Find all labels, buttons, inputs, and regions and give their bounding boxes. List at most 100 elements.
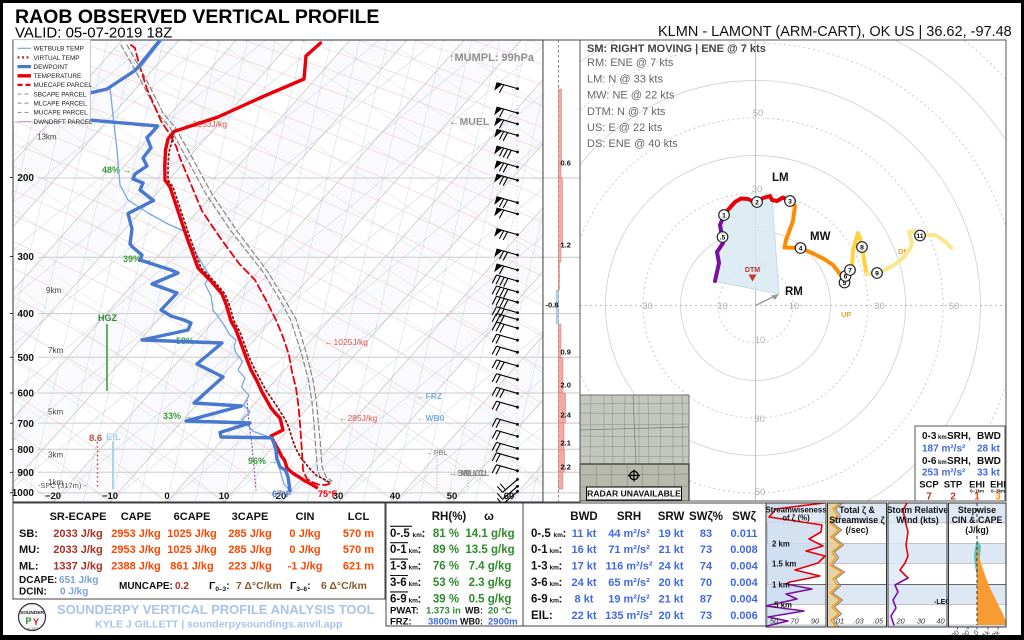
svg-text:Wind (kts): Wind (kts) [896, 515, 939, 525]
svg-text:MW: NE @ 22 kts: MW: NE @ 22 kts [587, 90, 675, 102]
svg-text:0.5 g/kg: 0.5 g/kg [469, 593, 512, 605]
svg-text:(/sec): (/sec) [846, 525, 869, 535]
svg-text:50: 50 [949, 301, 960, 312]
svg-text:ML:: ML: [19, 561, 39, 573]
svg-text:0.004: 0.004 [730, 561, 758, 573]
svg-text:28 kt: 28 kt [977, 444, 1000, 455]
svg-text:of ζ (%): of ζ (%) [782, 514, 810, 523]
svg-text:285 J/kg: 285 J/kg [228, 544, 271, 556]
svg-text:1000: 1000 [12, 488, 35, 499]
svg-text:1025 J/kg: 1025 J/kg [167, 528, 217, 540]
svg-text:-1 J/kg: -1 J/kg [288, 561, 323, 573]
svg-text:187 m²/s²: 187 m²/s² [922, 444, 966, 455]
svg-text:−20: −20 [45, 491, 61, 502]
svg-text:SB:: SB: [19, 528, 38, 540]
svg-text:-SFC (317m) -: -SFC (317m) - [38, 481, 86, 490]
svg-text:Y: Y [33, 617, 39, 627]
svg-text:24 kt: 24 kt [658, 561, 683, 573]
svg-text:13.5 g/kg: 13.5 g/kg [465, 544, 514, 556]
svg-text:8: 8 [860, 244, 864, 251]
svg-text:76 %: 76 % [433, 561, 459, 573]
svg-text:21 kt: 21 kt [658, 544, 683, 556]
svg-text:←MLLCL: ←MLLCL [452, 468, 489, 478]
svg-text:1-3: 1-3 [390, 561, 407, 573]
svg-text:SRH,: SRH, [947, 431, 971, 442]
svg-text:1k: 1k [981, 629, 991, 639]
svg-text:←PBL: ←PBL [427, 450, 447, 457]
svg-text:MUNCAPE:: MUNCAPE: [119, 581, 173, 592]
svg-text:6: 6 [844, 273, 848, 280]
svg-text:DEWPOINT: DEWPOINT [34, 64, 69, 71]
svg-text:0: 0 [164, 491, 169, 502]
svg-text:SOUNDER: SOUNDER [20, 610, 45, 616]
svg-text:km: km [554, 532, 564, 539]
svg-text:SRW: SRW [658, 511, 685, 523]
svg-text:km: km [550, 548, 560, 555]
svg-text:2900m: 2900m [488, 617, 518, 628]
svg-text:km: km [938, 460, 947, 466]
svg-text:CAPE: CAPE [121, 511, 152, 523]
svg-text:9: 9 [875, 270, 879, 277]
svg-text:km: km [409, 548, 419, 555]
svg-text:EIL:: EIL: [531, 610, 553, 622]
svg-text:2.3 g/kg: 2.3 g/kg [469, 577, 512, 589]
svg-text:7: 7 [926, 492, 932, 503]
svg-text:←SBLCL: ←SBLCL [449, 468, 486, 478]
svg-text:71 m²/s²: 71 m²/s² [608, 544, 650, 556]
svg-text:0–1km: 0–1km [970, 488, 984, 493]
svg-text:70: 70 [790, 617, 799, 626]
svg-text:FRZ:: FRZ: [390, 617, 412, 628]
svg-text:(J/kg): (J/kg) [965, 525, 989, 535]
svg-text:CIN: CIN [296, 511, 315, 523]
svg-text:DCIN:: DCIN: [19, 587, 47, 598]
svg-text:0-.5: 0-.5 [531, 528, 551, 540]
svg-text:VALID: 05-07-2019 18Z: VALID: 05-07-2019 18Z [15, 25, 172, 42]
svg-text:CIN & CAPE: CIN & CAPE [952, 515, 1003, 525]
svg-text:1.373 in: 1.373 in [426, 606, 461, 617]
svg-text:89 %: 89 % [433, 544, 459, 556]
svg-text:2388 J/kg: 2388 J/kg [111, 561, 161, 573]
svg-text:STP: STP [944, 480, 963, 491]
svg-text:2: 2 [950, 492, 956, 503]
svg-text:17 kt: 17 kt [571, 561, 596, 573]
svg-text:km: km [409, 581, 419, 588]
svg-text:.05: .05 [873, 617, 884, 626]
svg-text:2953 J/kg: 2953 J/kg [111, 528, 161, 540]
svg-text::: : [422, 528, 426, 540]
svg-text:0–3km: 0–3km [991, 488, 1005, 493]
svg-text:14.1 g/kg: 14.1 g/kg [465, 528, 514, 540]
svg-text:1337 J/kg: 1337 J/kg [53, 561, 103, 573]
svg-text:5: 5 [843, 280, 847, 287]
svg-text:3: 3 [995, 492, 1001, 503]
svg-text:20 kt: 20 kt [658, 610, 683, 622]
svg-text:2.1: 2.1 [561, 439, 571, 448]
svg-text:90: 90 [811, 617, 820, 626]
svg-text:83: 83 [700, 528, 712, 540]
svg-text:11: 11 [916, 233, 923, 240]
svg-text:DN: DN [898, 247, 909, 256]
svg-text:MUCAPE PARCEL: MUCAPE PARCEL [34, 110, 89, 117]
svg-text:SR-ECAPE: SR-ECAPE [50, 511, 107, 523]
svg-text:67°F: 67°F [272, 489, 292, 499]
svg-text:70: 70 [700, 577, 712, 589]
svg-text:WB0:: WB0: [460, 617, 483, 627]
svg-text:30: 30 [874, 301, 885, 312]
svg-text:0.004: 0.004 [730, 593, 758, 605]
svg-text:39% →: 39% → [123, 254, 153, 264]
svg-text:8.6: 8.6 [89, 433, 102, 444]
svg-text:116 m²/s²: 116 m²/s² [605, 561, 652, 573]
svg-text:24 kt: 24 kt [571, 577, 596, 589]
svg-text:RM: RM [785, 286, 803, 298]
svg-text:0.011: 0.011 [731, 528, 758, 540]
svg-text:-100: -100 [957, 629, 972, 640]
svg-text:30: 30 [754, 414, 765, 425]
svg-text:EHI: EHI [969, 480, 985, 491]
svg-text:223 J/kg: 223 J/kg [228, 561, 271, 573]
svg-text:km: km [413, 532, 423, 539]
svg-text:3km: 3km [48, 451, 63, 460]
svg-text:2033 J/kg: 2033 J/kg [53, 544, 103, 556]
svg-text:.5: .5 [720, 234, 726, 241]
svg-text:6-9: 6-9 [531, 593, 548, 605]
svg-text:km: km [409, 597, 419, 604]
svg-text:19 m²/s²: 19 m²/s² [608, 593, 650, 605]
